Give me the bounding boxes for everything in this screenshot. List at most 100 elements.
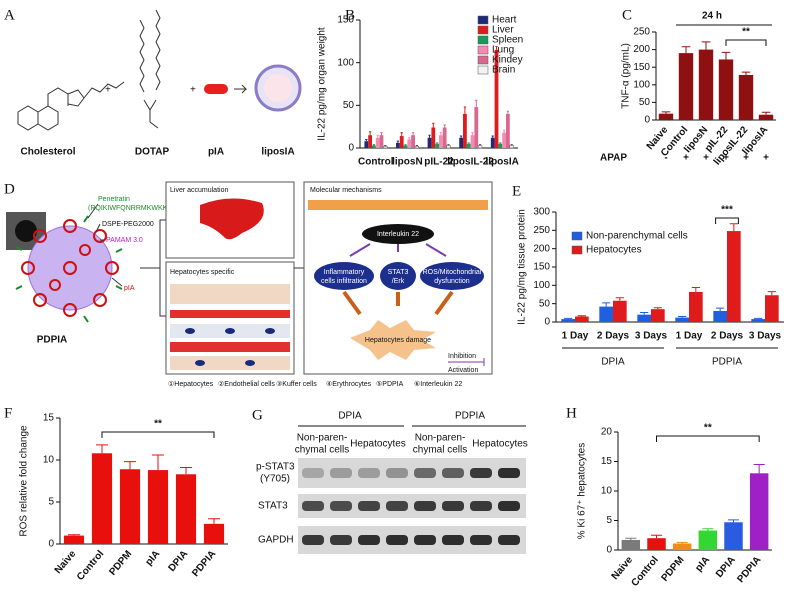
- bar: [738, 74, 754, 120]
- bar: [672, 543, 692, 550]
- node-label: /Erk: [392, 278, 405, 285]
- x-tick-label: Control: [358, 157, 394, 168]
- row-label: GAPDH: [258, 535, 294, 546]
- y-axis-label: IL-22 pg/mg tissue protein: [517, 209, 528, 325]
- x-tick-label: Naive: [53, 548, 79, 576]
- bar: [749, 473, 769, 550]
- error-bar: [447, 144, 450, 146]
- column-label: Non-paren-: [415, 433, 466, 444]
- bar: [203, 523, 225, 544]
- y-tick-label: 100: [337, 57, 354, 68]
- legend-label: Heart: [492, 15, 517, 26]
- error-bar: [754, 317, 763, 320]
- y-tick-label: 0: [606, 545, 612, 556]
- bar: [91, 453, 113, 544]
- y-axis-label: TNF-α (pg/mL): [621, 43, 632, 109]
- error-bar: [702, 528, 714, 531]
- arrow: [234, 84, 248, 94]
- y-tick-label: 150: [533, 262, 550, 273]
- bar: [509, 145, 514, 149]
- error-bar: [625, 537, 637, 540]
- error-bar: [435, 142, 439, 144]
- y-tick-label: 50: [343, 100, 355, 111]
- legend-swatch: [477, 65, 489, 75]
- bar: [175, 474, 197, 544]
- particle-label: DSPE-PEG2000: [102, 221, 154, 228]
- bar: [477, 145, 483, 149]
- error-bar: [380, 132, 383, 136]
- legend-label: Brain: [492, 65, 515, 76]
- group-label: DPIA: [601, 357, 625, 368]
- y-tick-label: 5: [48, 497, 54, 508]
- error-bar: [716, 307, 725, 311]
- il22-node: [362, 224, 434, 244]
- significance-label: ***: [721, 205, 733, 216]
- blot-band: [470, 501, 492, 511]
- inhibition-arrows: [349, 243, 447, 257]
- bar: [372, 145, 376, 148]
- legend-item: ④Erythrocytes: [326, 380, 372, 388]
- bar: [599, 306, 613, 322]
- particle-label: (RQIKIWFQNRRMKWKK): [88, 205, 170, 212]
- y-tick-label: 50: [539, 298, 551, 309]
- penetratin: [15, 215, 123, 323]
- y-tick-label: 100: [533, 280, 550, 291]
- blot-band: [442, 468, 464, 478]
- bar: [474, 107, 479, 148]
- y-tick-label: 250: [633, 27, 650, 38]
- y-tick-label: 0: [644, 115, 650, 126]
- error-bar: [404, 144, 407, 146]
- liposome-core: [264, 74, 292, 102]
- significance-bracket: [715, 217, 739, 224]
- error-bar: [179, 467, 193, 475]
- y-tick-label: 100: [633, 79, 650, 90]
- legend-swatch: [477, 25, 489, 35]
- item-label: pIA: [208, 147, 224, 158]
- y-tick-label: 200: [533, 243, 550, 254]
- column-label: Hepatocytes: [350, 439, 406, 450]
- legend-item: ②Endothelial cells: [218, 380, 275, 388]
- significance-label: **: [742, 27, 750, 38]
- error-bar: [495, 45, 498, 50]
- x-tick-label: DPIA: [714, 555, 738, 580]
- item-label: Cholesterol: [20, 147, 75, 158]
- y-tick-label: 0: [348, 143, 354, 154]
- particle-label: PDPIA: [37, 335, 68, 346]
- bar: [411, 135, 415, 148]
- leader-lines: [87, 203, 123, 287]
- activation-arrows: [342, 290, 454, 316]
- legend-item: ⑤PDPIA: [376, 380, 404, 388]
- blot-band: [414, 535, 436, 545]
- y-tick-label: 0: [544, 317, 550, 328]
- blot-band: [498, 535, 520, 545]
- particle-label: Penetratin: [98, 196, 130, 203]
- plus: +: [105, 85, 111, 96]
- bar: [647, 538, 666, 550]
- bar: [399, 136, 404, 148]
- error-bar: [475, 99, 478, 108]
- blot-band: [442, 535, 464, 545]
- x-tick-label: liposIA: [486, 157, 519, 168]
- legend-label: Non-parenchymal cells: [586, 231, 688, 242]
- blot-band: [386, 501, 408, 511]
- error-bar: [368, 131, 372, 136]
- error-bar: [400, 132, 403, 137]
- y-tick-label: 150: [633, 62, 650, 73]
- bar: [490, 137, 495, 148]
- x-tick-label: PDPIA: [190, 549, 218, 579]
- row-value: +: [763, 153, 769, 164]
- liver-icon: [200, 198, 264, 240]
- legend-swatch: [571, 245, 583, 255]
- error-bar: [491, 135, 494, 138]
- column-label: chymal cells: [295, 445, 349, 456]
- error-bar: [721, 51, 731, 60]
- blot-band: [386, 468, 408, 478]
- column-label: chymal cells: [413, 445, 467, 456]
- bar: [698, 49, 714, 120]
- error-bar: [701, 41, 711, 50]
- row-value: +: [743, 153, 749, 164]
- row-label: STAT3: [258, 501, 288, 512]
- tem-particle: [15, 220, 37, 242]
- row-value: +: [683, 153, 689, 164]
- x-tick-label: 3 Days: [749, 331, 782, 342]
